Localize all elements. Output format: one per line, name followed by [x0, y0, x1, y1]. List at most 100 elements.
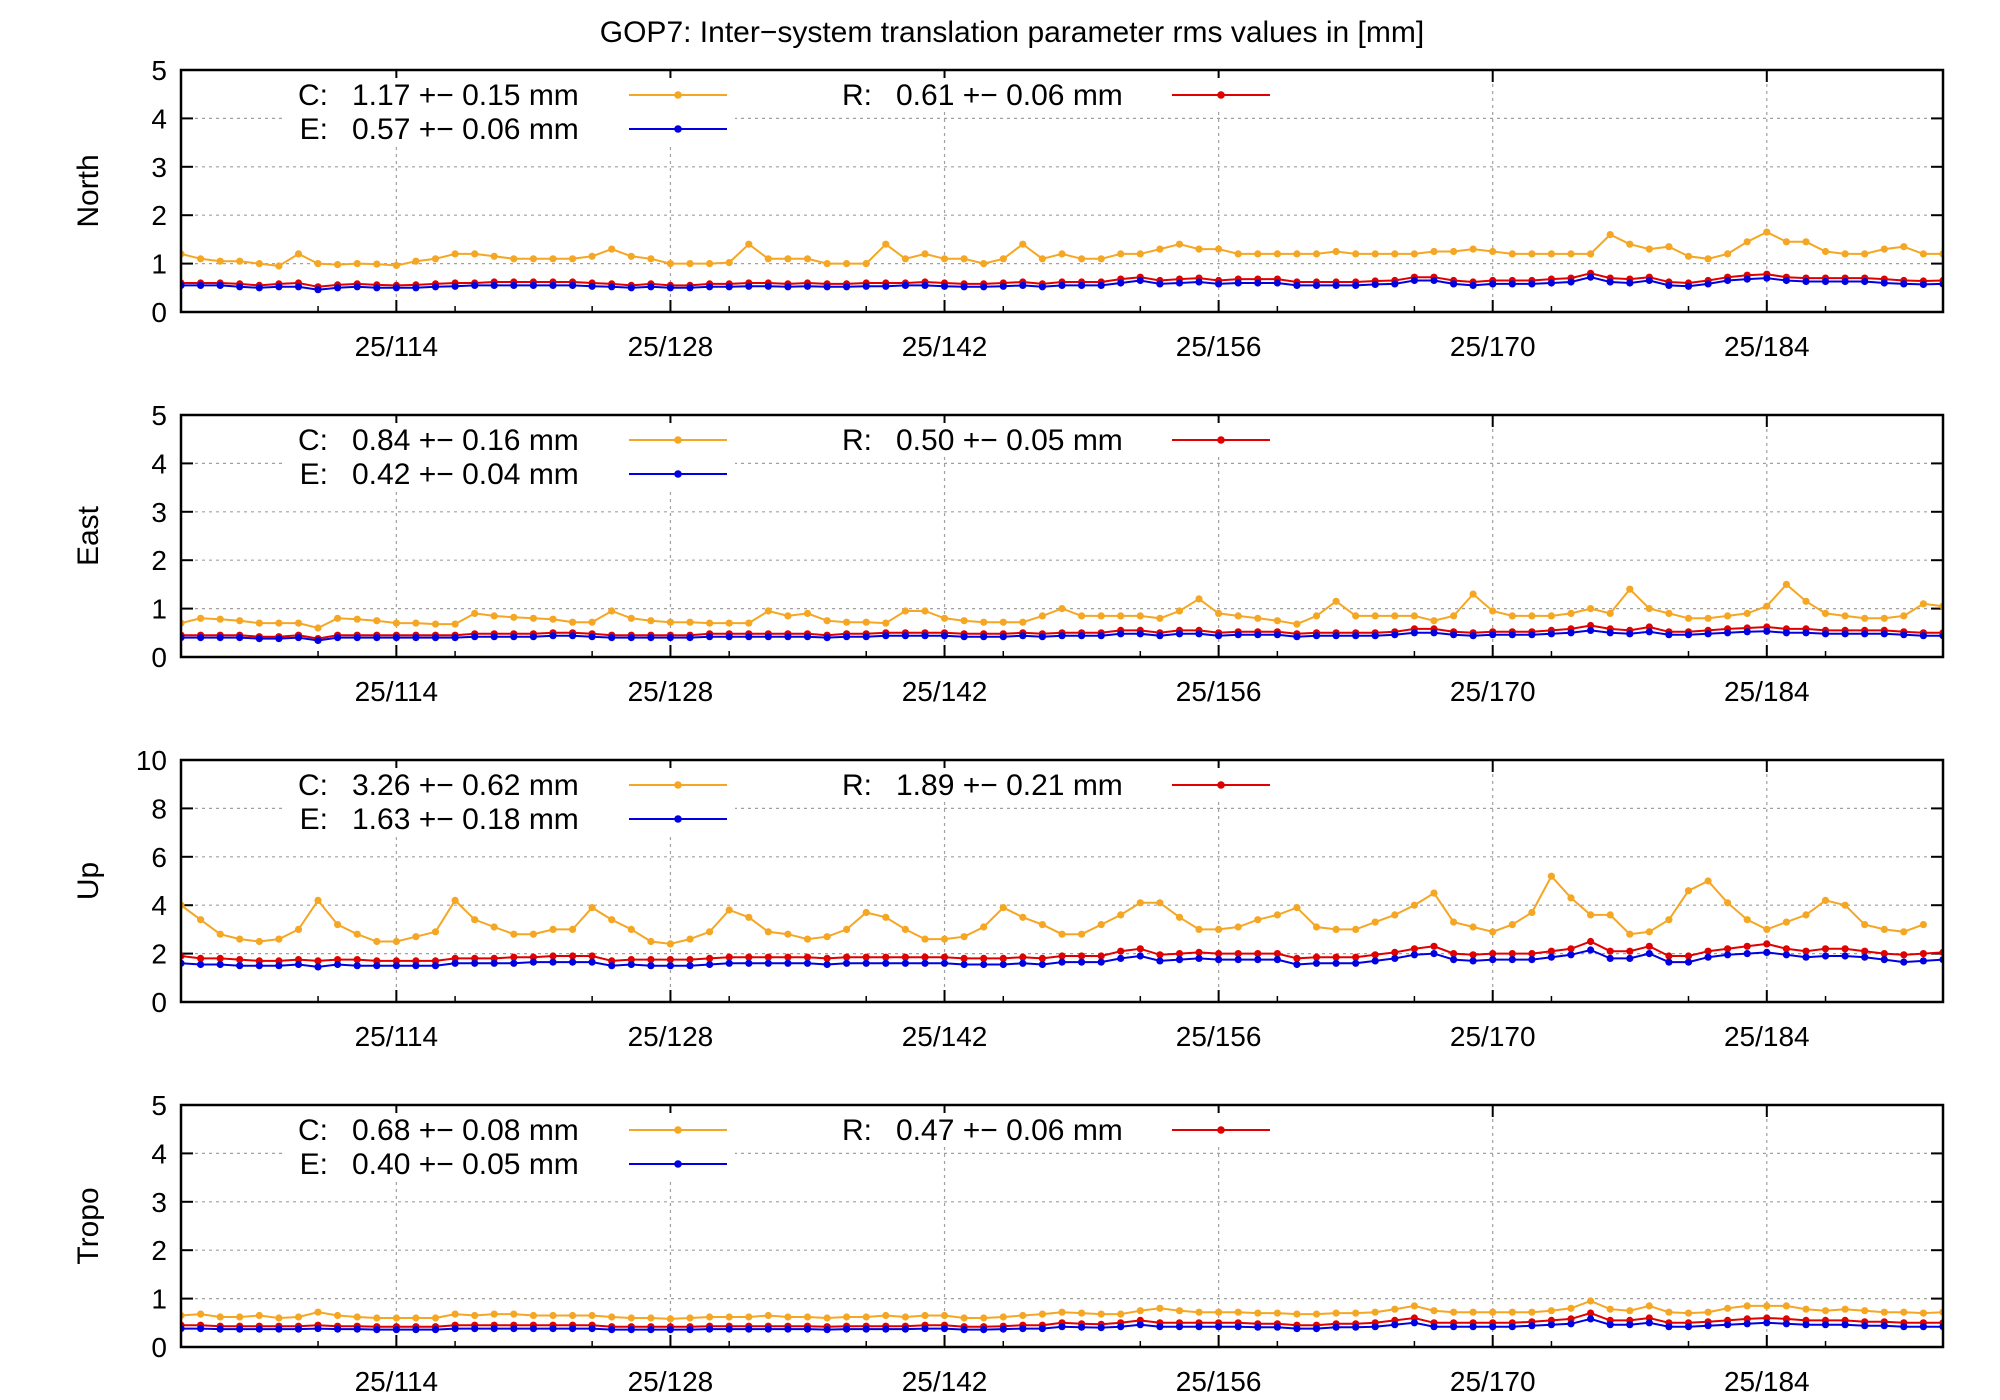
data-point-R [764, 953, 772, 961]
data-point-C [1861, 614, 1869, 622]
y-tick-label: 5 [151, 1090, 167, 1121]
data-point-E [1293, 633, 1301, 641]
data-point-C [1371, 250, 1379, 258]
data-point-C [608, 607, 616, 615]
data-point-E [1743, 1320, 1751, 1328]
data-point-C [1959, 1307, 1966, 1314]
data-point-C [1606, 231, 1614, 239]
data-point-E [353, 1325, 361, 1333]
data-point-E [1959, 954, 1966, 961]
data-point-C [1293, 1310, 1301, 1318]
x-tick-label: 25/156 [1176, 676, 1262, 707]
data-point-R [1743, 942, 1751, 950]
data-point-E [255, 1325, 263, 1333]
data-point-E [862, 633, 870, 641]
data-point-E [686, 634, 694, 642]
data-point-E [1254, 1323, 1262, 1331]
data-point-C [1802, 1305, 1810, 1313]
data-point-E [569, 958, 577, 966]
legend-entry-C: C: 0.84 +− 0.16 mm [284, 423, 735, 457]
data-point-E [901, 959, 910, 967]
legend-key: E: [300, 803, 328, 836]
data-point-E [1645, 276, 1653, 285]
data-point-E [529, 958, 538, 966]
data-point-E [1508, 1323, 1516, 1331]
data-point-R [1959, 1318, 1966, 1325]
data-point-C [1097, 1310, 1105, 1318]
data-point-C [373, 937, 381, 946]
data-point-E [745, 1325, 753, 1333]
data-point-E [1626, 1321, 1634, 1329]
data-point-C [608, 916, 616, 924]
data-point-C [314, 1308, 322, 1316]
data-point-E [1684, 1323, 1693, 1331]
data-point-E [451, 959, 459, 967]
data-point-C [1880, 614, 1888, 622]
data-point-E [921, 959, 929, 967]
data-point-C [236, 935, 244, 943]
data-point-C [1312, 923, 1321, 931]
data-point-C [1371, 612, 1379, 620]
y-tick-label: 0 [151, 1332, 167, 1363]
data-point-C [334, 921, 342, 929]
data-point-R [862, 953, 870, 961]
data-point-C [745, 1313, 753, 1321]
data-point-E [549, 1325, 557, 1333]
data-point-C [1626, 585, 1634, 593]
data-point-E [392, 284, 400, 292]
data-point-E [1273, 631, 1281, 639]
data-point-E [1410, 629, 1418, 637]
data-point-C [490, 252, 498, 260]
data-point-C [843, 925, 851, 934]
data-point-E [960, 960, 968, 969]
data-point-E [1880, 956, 1888, 964]
data-point-C [960, 617, 968, 625]
data-point-E [373, 634, 381, 642]
legend-key: R: [842, 79, 872, 112]
legend-value: 0.50 +− 0.05 mm [896, 424, 1123, 457]
data-point-E [1508, 956, 1516, 964]
data-point-E [647, 634, 655, 642]
data-point-E [940, 959, 949, 967]
data-point-R [1587, 1309, 1595, 1317]
data-point-E [1547, 1321, 1555, 1329]
legend-swatch-point [674, 470, 682, 478]
data-point-E [1019, 281, 1027, 289]
data-point-E [1175, 630, 1184, 638]
data-point-E [666, 634, 675, 642]
data-point-E [1587, 946, 1595, 954]
data-point-E [1117, 630, 1125, 638]
data-point-R [569, 952, 577, 960]
data-point-C [392, 261, 400, 270]
data-point-E [490, 959, 498, 967]
data-point-E [1175, 1323, 1184, 1331]
data-point-R [999, 954, 1007, 963]
legend-entry-E: E: 1.63 +− 0.18 mm [284, 802, 735, 836]
data-point-E [1038, 1325, 1046, 1333]
legend-key: C: [298, 1114, 328, 1147]
data-point-C [1136, 899, 1144, 907]
data-point-C [1763, 1302, 1771, 1310]
data-point-C [353, 260, 361, 268]
data-point-C [1078, 1309, 1086, 1317]
data-point-C [1724, 1304, 1732, 1312]
data-point-E [1058, 281, 1066, 289]
legend-entry-C: C: 3.26 +− 0.62 mm [284, 768, 735, 802]
legend-key: E: [300, 1148, 328, 1181]
series-group [181, 228, 1943, 294]
data-point-E [823, 1326, 831, 1334]
x-tick-label: 25/170 [1450, 1021, 1536, 1052]
data-point-E [216, 281, 224, 289]
data-point-C [549, 615, 557, 623]
data-point-C [843, 618, 851, 626]
data-point-E [1293, 1325, 1301, 1333]
data-point-C [1489, 247, 1497, 256]
data-point-R [1802, 947, 1810, 955]
data-point-C [647, 1314, 655, 1322]
data-point-E [314, 286, 322, 294]
data-point-C [901, 607, 910, 615]
data-point-C [275, 619, 283, 627]
data-point-C [882, 1311, 890, 1320]
data-point-C [843, 260, 851, 268]
data-point-E [1684, 282, 1693, 290]
